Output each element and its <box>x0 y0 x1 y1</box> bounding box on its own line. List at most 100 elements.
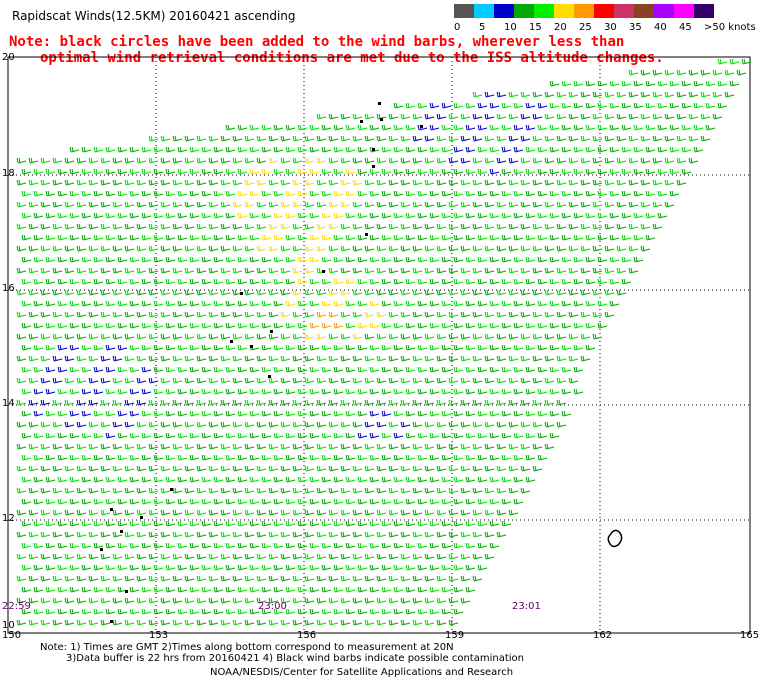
wind-barb <box>556 135 567 142</box>
wind-barb <box>93 168 104 175</box>
wind-barb <box>225 498 236 505</box>
wind-barb <box>345 498 356 505</box>
wind-barb <box>28 619 39 626</box>
wind-barb <box>129 344 140 351</box>
wind-barb <box>513 278 524 285</box>
wind-barb <box>285 564 296 571</box>
wind-barb <box>232 223 243 230</box>
wind-barb <box>237 322 248 329</box>
wind-barb <box>412 245 423 252</box>
wind-barb <box>508 355 519 362</box>
wind-barb <box>357 256 368 263</box>
wind-barb <box>357 520 368 527</box>
wind-barb <box>333 146 344 153</box>
wind-barb <box>232 509 243 516</box>
wind-barb <box>429 146 440 153</box>
wind-barb <box>489 322 500 329</box>
wind-barb <box>105 366 116 373</box>
wind-barb <box>172 245 183 252</box>
wind-barb <box>88 553 99 560</box>
wind-barb <box>45 498 56 505</box>
wind-barb <box>184 509 195 516</box>
wind-barb <box>460 333 471 340</box>
wind-barb <box>304 355 315 362</box>
wind-barb <box>213 476 224 483</box>
wind-barb <box>112 289 123 296</box>
wind-barb <box>237 542 248 549</box>
wind-barb <box>585 168 596 175</box>
wind-barb <box>165 542 176 549</box>
wind-barb <box>345 256 356 263</box>
wind-barb <box>112 575 123 582</box>
wind-barb <box>333 454 344 461</box>
wind-barb <box>309 432 320 439</box>
wind-barb <box>352 377 363 384</box>
wind-barb <box>376 355 387 362</box>
wind-barb <box>33 256 44 263</box>
wind-barb <box>33 542 44 549</box>
wind-barb <box>172 311 183 318</box>
wind-barb <box>52 509 63 516</box>
wind-barb <box>616 223 627 230</box>
wind-barb <box>621 80 632 87</box>
wind-barb <box>664 179 675 186</box>
wind-barb <box>448 113 459 120</box>
wind-barb <box>28 179 39 186</box>
wind-barb <box>453 520 464 527</box>
wind-barb <box>129 608 140 615</box>
wind-barb <box>141 256 152 263</box>
wind-barb <box>633 234 644 241</box>
wind-barb <box>616 135 627 142</box>
wind-barb <box>393 366 404 373</box>
wind-barb <box>532 333 543 340</box>
wind-barb <box>496 113 507 120</box>
wind-barb <box>153 300 164 307</box>
wind-barb <box>124 267 135 274</box>
wind-barb <box>148 377 159 384</box>
wind-barb <box>304 333 315 340</box>
wind-barb <box>417 190 428 197</box>
wind-barb <box>465 454 476 461</box>
wind-barb <box>153 344 164 351</box>
wind-barb <box>489 542 500 549</box>
wind-barb <box>520 113 531 120</box>
wind-barb <box>364 421 375 428</box>
wind-barb <box>184 245 195 252</box>
wind-barb <box>405 498 416 505</box>
wind-barb <box>393 300 404 307</box>
wind-barb <box>364 267 375 274</box>
wind-barb <box>357 366 368 373</box>
wind-barb <box>501 124 512 131</box>
wind-barb <box>292 553 303 560</box>
wind-barb <box>429 432 440 439</box>
wind-barb <box>273 278 284 285</box>
wind-barb <box>88 575 99 582</box>
wind-barb <box>244 531 255 538</box>
wind-barb <box>453 124 464 131</box>
wind-barb <box>28 553 39 560</box>
wind-barb <box>76 201 87 208</box>
wind-barb <box>412 267 423 274</box>
wind-barb <box>160 135 171 142</box>
wind-barb <box>357 322 368 329</box>
wind-barb <box>484 135 495 142</box>
wind-barb <box>645 80 656 87</box>
wind-barb <box>424 245 435 252</box>
wind-barb <box>189 256 200 263</box>
wind-barb <box>364 201 375 208</box>
wind-barb <box>436 355 447 362</box>
wind-barb <box>424 377 435 384</box>
wind-barb <box>417 300 428 307</box>
wind-barb <box>525 322 536 329</box>
wind-barb <box>369 410 380 417</box>
wind-barb <box>148 399 159 406</box>
wind-barb <box>148 487 159 494</box>
wind-barb <box>268 135 279 142</box>
wind-barb <box>81 432 92 439</box>
wind-barb <box>177 454 188 461</box>
wind-barb <box>189 300 200 307</box>
wind-barb <box>28 333 39 340</box>
wind-barb <box>544 289 555 296</box>
wind-barb <box>508 267 519 274</box>
wind-barb <box>393 520 404 527</box>
